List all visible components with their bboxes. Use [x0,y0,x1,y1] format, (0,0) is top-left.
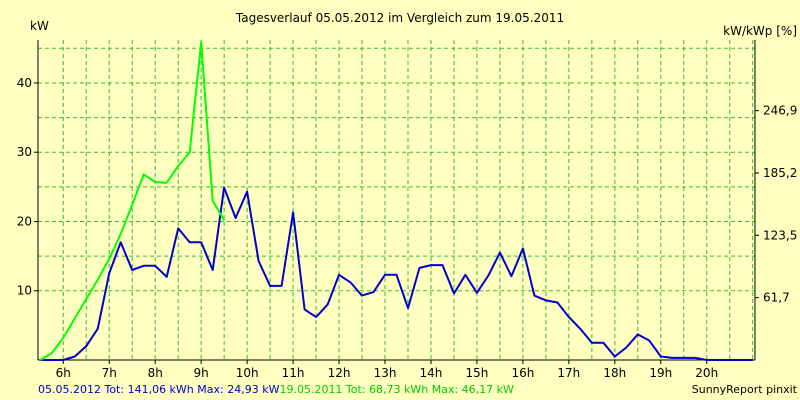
y-tick-label-right: 61,7 [763,291,790,305]
y-tick-label-left: 40 [17,76,32,90]
y-tick-label-left: 10 [17,284,32,298]
x-tick-label: 17h [557,366,580,380]
x-tick-label: 8h [148,366,163,380]
x-tick-label: 10h [236,366,259,380]
legend-footer: 05.05.2012 Tot: 141,06 kWh Max: 24,93 kW… [38,383,514,396]
y-axis-label-left: kW [30,19,49,33]
x-tick-label: 7h [102,366,117,380]
x-tick-label: 16h [511,366,534,380]
y-tick-label-right: 123,5 [763,228,797,242]
x-tick-label: 20h [695,366,718,380]
legend-entry-2011: 19.05.2011 Tot: 68,73 kWh Max: 46,17 kW [279,383,514,396]
plot-area: 6h 7h 8h 9h 10h 11h 12h 13h 14h 15h 16h 17h 18h 19h 20… [17,40,797,380]
x-tick-label: 18h [603,366,626,380]
y-tick-label-right: 185,2 [763,166,797,180]
series-line-05.05.2012 [40,186,753,361]
y-tick-label-left: 30 [17,145,32,159]
x-tick-label: 15h [465,366,488,380]
x-tick-label: 13h [374,366,397,380]
plot-background [38,40,755,360]
chart-title: Tagesverlauf 05.05.2012 im Vergleich zum… [235,11,564,25]
x-tick-label: 6h [56,366,71,380]
credit-text: SunnyReport pinxit [692,383,798,396]
x-tick-label: 11h [282,366,305,380]
series-line-19.05.2011 [39,41,225,361]
x-tick-label: 14h [420,366,443,380]
x-tick-label: 12h [328,366,351,380]
y-tick-label-right: 246,9 [763,104,797,118]
y-axis-label-right: kW/kWp [%] [723,24,797,38]
legend-entry-2012: 05.05.2012 Tot: 141,06 kWh Max: 24,93 kW [38,383,280,396]
x-tick-label: 19h [649,366,672,380]
x-tick-label: 9h [194,366,209,380]
y-tick-label-left: 20 [17,214,32,228]
